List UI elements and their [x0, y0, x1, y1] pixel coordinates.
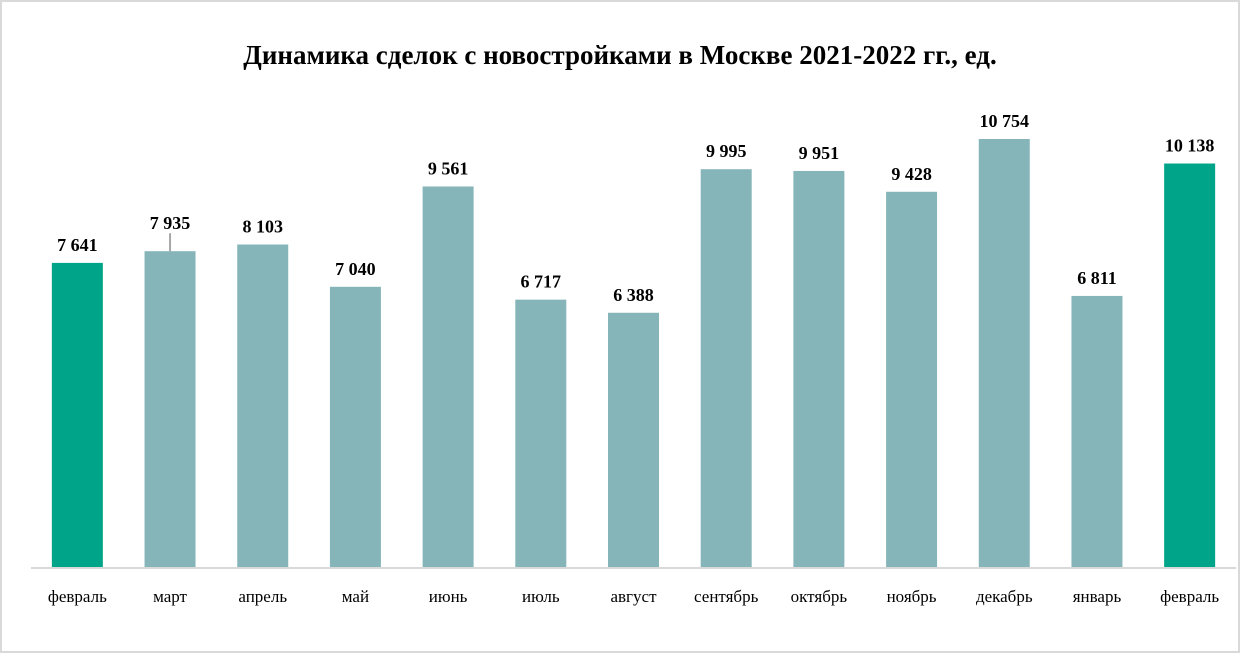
x-tick-label: январь	[1073, 587, 1122, 606]
bar	[51, 262, 103, 567]
bar	[793, 170, 845, 567]
data-label: 9 428	[891, 164, 932, 184]
data-label: 7 641	[57, 235, 98, 255]
data-label: 6 717	[521, 272, 562, 292]
data-label: 7 040	[335, 259, 376, 279]
data-label: 10 138	[1165, 136, 1215, 156]
x-tick-label: июнь	[429, 587, 468, 606]
x-tick-label: март	[153, 587, 187, 606]
x-tick-label: ноябрь	[887, 587, 937, 606]
data-label: 9 561	[428, 158, 469, 178]
data-label: 10 754	[980, 111, 1030, 131]
x-tick-label: февраль	[48, 587, 107, 606]
x-tick-label: май	[342, 587, 369, 606]
x-tick-label: август	[610, 587, 657, 606]
data-label: 9 951	[799, 143, 840, 163]
data-label: 8 103	[242, 217, 283, 237]
bar	[886, 191, 938, 567]
x-tick-label: апрель	[238, 587, 287, 606]
data-label: 6 388	[613, 285, 654, 305]
bar	[237, 244, 289, 567]
data-label: 9 995	[706, 141, 747, 161]
bar	[422, 186, 474, 567]
bar	[329, 286, 381, 567]
x-tick-label: сентябрь	[694, 587, 759, 606]
data-label: 7 935	[150, 213, 191, 233]
data-label: 6 811	[1077, 268, 1117, 288]
bar	[515, 299, 567, 567]
x-tick-label: февраль	[1160, 587, 1219, 606]
bar	[700, 169, 752, 567]
bar	[608, 312, 659, 567]
x-tick-label: октябрь	[791, 587, 848, 606]
x-tick-label: июль	[522, 587, 560, 606]
bar	[978, 139, 1030, 567]
x-tick-label: декабрь	[976, 587, 1033, 606]
bar	[1164, 163, 1216, 567]
chart-title: Динамика сделок с новостройками в Москве…	[243, 40, 997, 70]
bar	[1071, 295, 1123, 567]
bar	[144, 251, 196, 567]
